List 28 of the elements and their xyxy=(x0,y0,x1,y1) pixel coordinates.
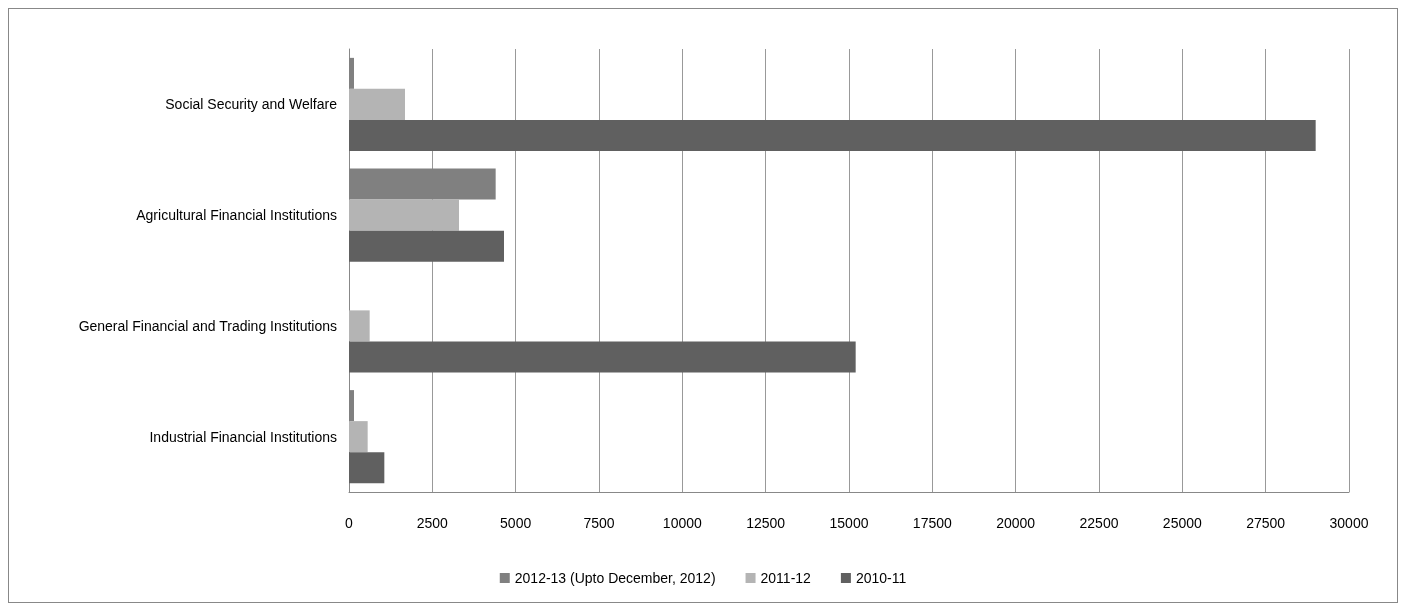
y-tick-label: General Financial and Trading Institutions xyxy=(78,317,337,334)
x-tick-label: 2500 xyxy=(416,515,449,531)
bar xyxy=(349,341,856,373)
x-tick-label: 20000 xyxy=(996,515,1036,531)
legend-label: 2012-13 (Upto December, 2012) xyxy=(514,570,716,586)
legend-label: 2011-12 xyxy=(760,570,812,586)
bar xyxy=(349,199,459,231)
y-tick-label: Agricultural Financial Institutions xyxy=(136,207,337,224)
x-tick-label: 17500 xyxy=(912,515,953,531)
x-tick-label: 10000 xyxy=(662,515,703,531)
x-tick-label: 7500 xyxy=(583,515,615,531)
x-tick-label: 25000 xyxy=(1162,515,1203,531)
bar xyxy=(349,88,405,120)
y-tick-label: Industrial Financial Institutions xyxy=(149,428,337,445)
bar xyxy=(349,119,1316,151)
x-tick-label: 12500 xyxy=(746,515,786,531)
y-tick-label: Social Security and Welfare xyxy=(165,96,338,113)
x-tick-label: 15000 xyxy=(829,515,869,531)
x-tick-label: 5000 xyxy=(500,515,532,531)
x-tick-label: 22500 xyxy=(1079,515,1119,531)
x-tick-label: 0 xyxy=(345,515,354,531)
legend-label: 2010-11 xyxy=(855,570,907,586)
bar xyxy=(349,421,368,453)
bar xyxy=(349,230,504,262)
bar xyxy=(349,310,370,342)
x-tick-label: 30000 xyxy=(1329,515,1369,531)
bar xyxy=(349,452,385,484)
x-tick-label: 27500 xyxy=(1246,515,1286,531)
